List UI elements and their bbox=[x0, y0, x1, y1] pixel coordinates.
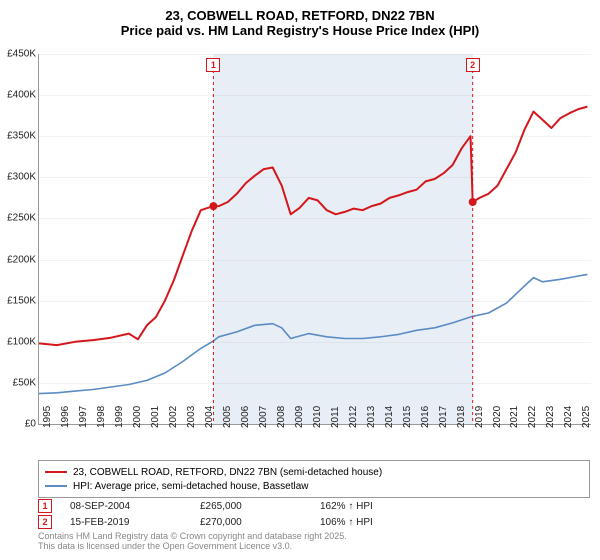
chart-plot-area: 1995199619971998199920002001200220032004… bbox=[38, 54, 591, 425]
y-axis-label: £450K bbox=[7, 49, 36, 60]
tx-marker-box: 2 bbox=[466, 58, 480, 72]
chart-title-block: 23, COBWELL ROAD, RETFORD, DN22 7BN Pric… bbox=[0, 0, 600, 38]
legend-swatch bbox=[45, 485, 67, 487]
tx-date: 15-FEB-2019 bbox=[70, 517, 200, 528]
tx-table-row: 1 08-SEP-2004£265,000162% ↑ HPI bbox=[38, 498, 440, 514]
chart-footer: Contains HM Land Registry data © Crown c… bbox=[38, 532, 347, 552]
legend-row: HPI: Average price, semi-detached house,… bbox=[45, 479, 583, 493]
tx-marker-box: 1 bbox=[206, 58, 220, 72]
transaction-table: 1 08-SEP-2004£265,000162% ↑ HPI 2 15-FEB-20… bbox=[38, 498, 440, 530]
y-axis-label: £150K bbox=[7, 295, 36, 306]
footer-line2: This data is licensed under the Open Gov… bbox=[38, 542, 347, 552]
legend-row: 23, COBWELL ROAD, RETFORD, DN22 7BN (sem… bbox=[45, 465, 583, 479]
series-hpi bbox=[39, 274, 587, 393]
legend-label: 23, COBWELL ROAD, RETFORD, DN22 7BN (sem… bbox=[73, 467, 382, 478]
chart-title-subtitle: Price paid vs. HM Land Registry's House … bbox=[0, 23, 600, 38]
tx-delta: 162% ↑ HPI bbox=[320, 501, 440, 512]
tx-delta: 106% ↑ HPI bbox=[320, 517, 440, 528]
chart-legend: 23, COBWELL ROAD, RETFORD, DN22 7BN (sem… bbox=[38, 460, 590, 498]
y-axis-label: £200K bbox=[7, 254, 36, 265]
y-axis-label: £400K bbox=[7, 90, 36, 101]
series-price_paid bbox=[39, 107, 587, 346]
tx-table-marker: 1 bbox=[38, 499, 52, 513]
tx-date: 08-SEP-2004 bbox=[70, 501, 200, 512]
y-axis-label: £100K bbox=[7, 336, 36, 347]
tx-marker-dot bbox=[469, 198, 477, 206]
y-axis-label: £250K bbox=[7, 213, 36, 224]
legend-label: HPI: Average price, semi-detached house,… bbox=[73, 481, 309, 492]
y-axis-label: £0 bbox=[25, 419, 36, 430]
tx-marker-dot bbox=[209, 202, 217, 210]
y-axis-label: £300K bbox=[7, 172, 36, 183]
tx-table-marker: 2 bbox=[38, 515, 52, 529]
tx-table-row: 2 15-FEB-2019£270,000106% ↑ HPI bbox=[38, 514, 440, 530]
chart-title-address: 23, COBWELL ROAD, RETFORD, DN22 7BN bbox=[0, 8, 600, 23]
chart-svg bbox=[39, 54, 591, 424]
legend-swatch bbox=[45, 471, 67, 473]
y-axis-label: £50K bbox=[13, 377, 36, 388]
tx-price: £270,000 bbox=[200, 517, 320, 528]
y-axis-label: £350K bbox=[7, 131, 36, 142]
tx-price: £265,000 bbox=[200, 501, 320, 512]
